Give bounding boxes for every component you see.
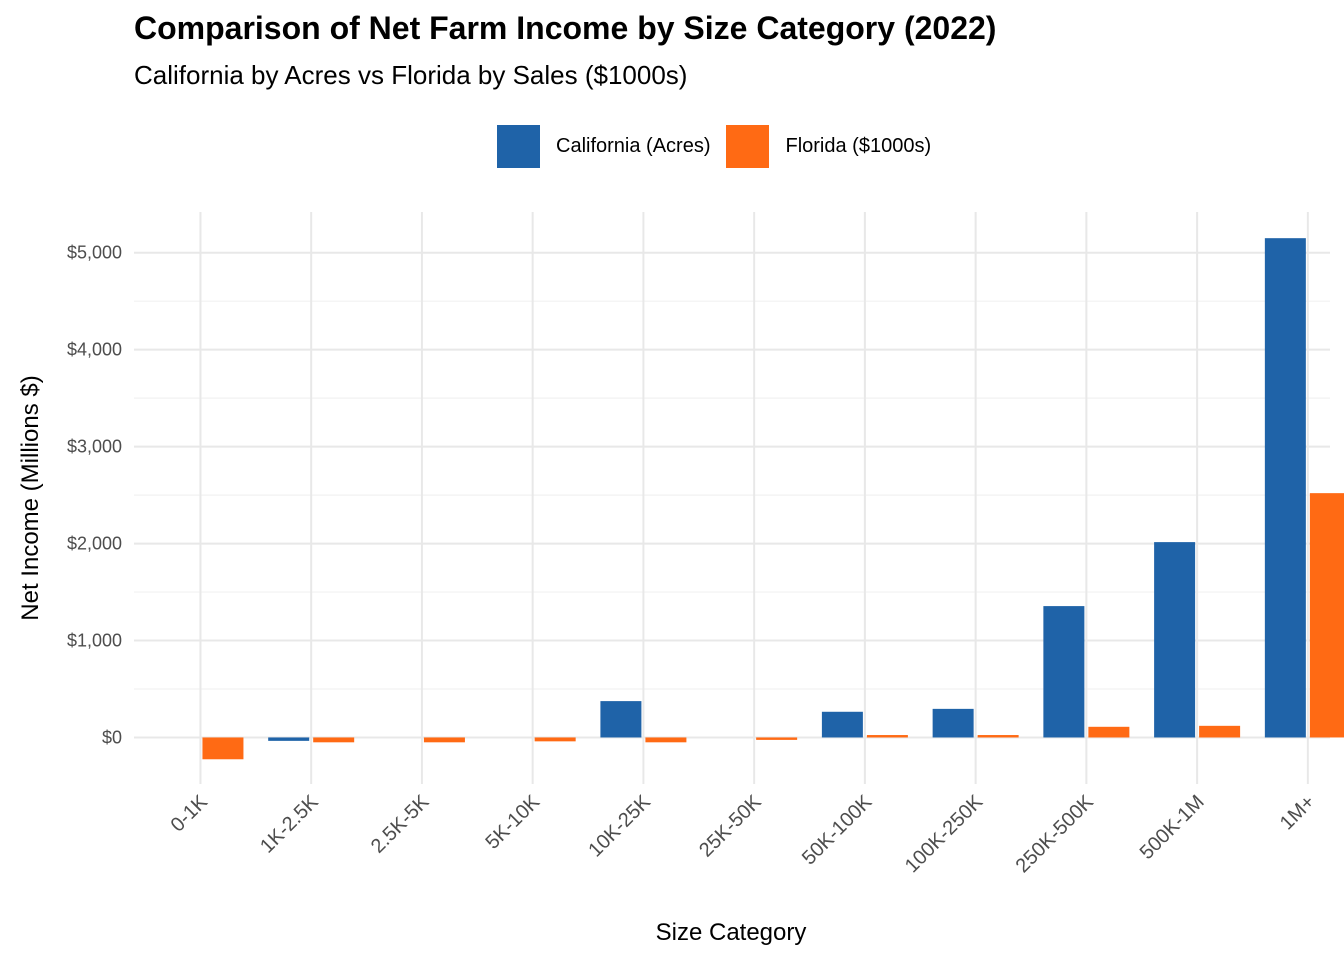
x-tick-label: 25K-50K — [695, 791, 766, 862]
x-tick-label: 5K-10K — [481, 791, 544, 854]
legend-item-california: California (Acres) — [497, 124, 711, 168]
x-tick-label: 250K-500K — [1012, 791, 1099, 878]
y-tick-label: $1,000 — [67, 631, 122, 651]
bar-florida-25K-50K — [756, 737, 798, 740]
y-tick-label: $5,000 — [67, 243, 122, 263]
bar-california-100K-250K — [932, 708, 974, 738]
y-tick-label: $4,000 — [67, 340, 122, 360]
gridlines — [134, 212, 1330, 784]
bar-california-10K-25K — [600, 701, 642, 738]
bar-california-500K-1M — [1154, 542, 1196, 738]
bar-florida-5K-10K — [534, 737, 576, 742]
bar-florida-1M+ — [1309, 493, 1344, 738]
x-tick-label: 10K-25K — [584, 791, 655, 862]
x-axis-ticks: 0-1K 1K-2.5K 2.5K-5K 5K-10K 10K-25K 25K-50K 50… — [167, 791, 1320, 878]
legend-label-florida: Florida ($1000s) — [785, 134, 932, 157]
legend: California (Acres) Florida ($1000s) — [497, 124, 947, 168]
legend-item-florida: Florida ($1000s) — [726, 124, 932, 168]
x-tick-label: 0-1K — [167, 791, 213, 837]
bar-florida-50K-100K — [866, 735, 908, 738]
x-tick-label: 2.5K-5K — [367, 791, 434, 858]
bar-florida-1K-2.5K — [313, 737, 355, 743]
bar-california-50K-100K — [821, 711, 863, 738]
bar-florida-0-1K — [202, 737, 244, 760]
x-tick-label: 1M+ — [1276, 791, 1319, 834]
chart-subtitle: California by Acres vs Florida by Sales … — [134, 60, 688, 90]
bar-florida-250K-500K — [1088, 726, 1130, 738]
x-tick-label: 50K-100K — [798, 791, 877, 870]
bar-california-250K-500K — [1043, 606, 1085, 738]
bar-california-1K-2.5K — [268, 737, 310, 741]
bar-florida-100K-250K — [977, 735, 1019, 738]
bar-florida-10K-25K — [645, 737, 687, 743]
x-tick-label: 500K-1M — [1136, 791, 1209, 864]
legend-swatch-california — [497, 124, 540, 168]
bar-california-1M+ — [1264, 238, 1306, 738]
y-tick-label: $3,000 — [67, 437, 122, 457]
legend-label-california: California (Acres) — [556, 134, 711, 157]
y-tick-label: $2,000 — [67, 534, 122, 554]
bar-florida-500K-1M — [1199, 725, 1241, 738]
chart-title: Comparison of Net Farm Income by Size Ca… — [134, 10, 997, 46]
y-axis-ticks: $0 $1,000 $2,000 $3,000 $4,000 $5,000 — [67, 243, 122, 748]
bar-florida-2.5K-5K — [423, 737, 465, 743]
x-tick-label: 1K-2.5K — [256, 791, 323, 858]
x-axis-title: Size Category — [656, 919, 807, 946]
y-axis-title: Net Income (Millions $) — [17, 375, 44, 620]
y-tick-label: $0 — [102, 727, 122, 747]
legend-swatch-florida — [726, 124, 770, 168]
bars — [202, 238, 1344, 760]
x-tick-label: 100K-250K — [901, 791, 988, 878]
